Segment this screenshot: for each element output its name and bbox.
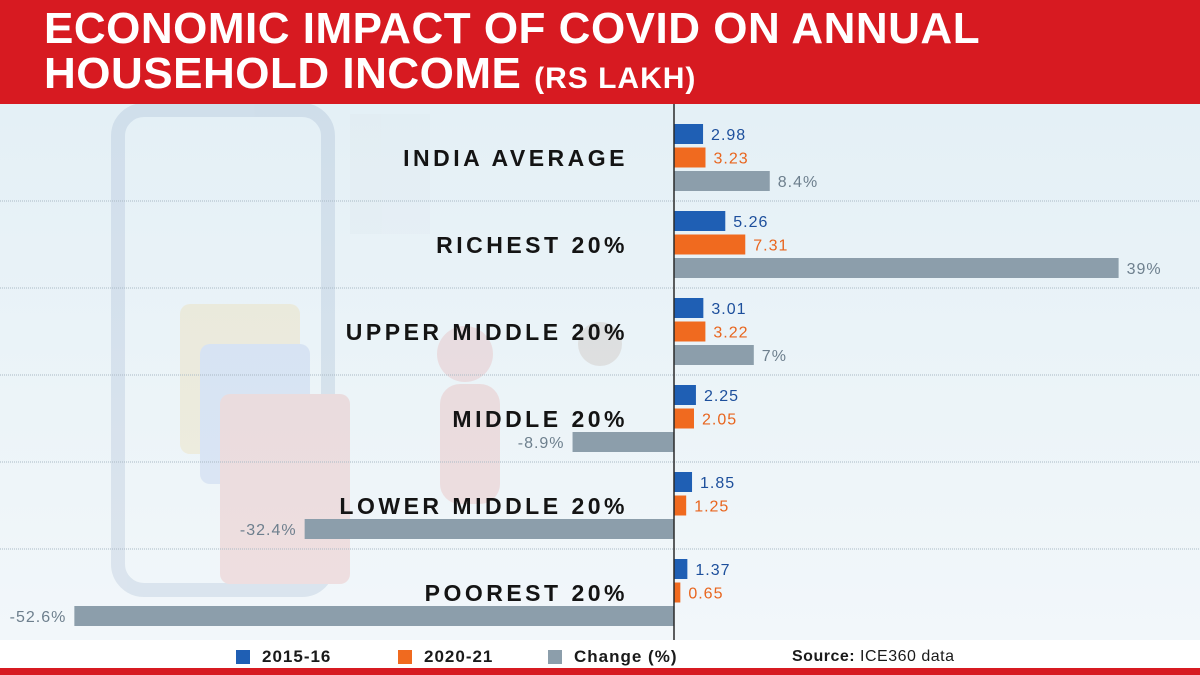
bar-change-lower-middle-20 bbox=[304, 519, 674, 539]
bar-2020-21-lower-middle-20 bbox=[674, 495, 687, 516]
bar-2020-21-poorest-20 bbox=[674, 582, 681, 603]
bar-2015-16-upper-middle-20 bbox=[674, 298, 704, 318]
bar-2015-16-poorest-20 bbox=[674, 559, 688, 579]
value-label-2015-16-upper-middle-20: 3.01 bbox=[711, 301, 746, 318]
value-label-2015-16-middle-20: 2.25 bbox=[704, 388, 739, 405]
header-banner: ECONOMIC IMPACT OF COVID ON ANNUAL HOUSE… bbox=[0, 0, 1200, 104]
category-label-lower-middle-20: LOWER MIDDLE 20% bbox=[339, 493, 628, 519]
bar-change-india-average bbox=[674, 171, 770, 191]
value-label-2020-21-upper-middle-20: 3.22 bbox=[713, 325, 748, 342]
chart-labels: INDIA AVERAGE 2.98 3.23 8.4% RICHEST 20% 5.26… bbox=[10, 127, 1162, 626]
category-label-poorest-20: POOREST 20% bbox=[425, 580, 628, 606]
value-label-2020-21-poorest-20: 0.65 bbox=[688, 586, 723, 603]
title-line-1: ECONOMIC IMPACT OF COVID ON ANNUAL bbox=[44, 4, 981, 53]
legend-label-2020-21: 2020-21 bbox=[424, 647, 494, 666]
bar-2020-21-india-average bbox=[674, 147, 706, 168]
value-label-2015-16-lower-middle-20: 1.85 bbox=[700, 475, 735, 492]
row-dividers bbox=[0, 200, 1200, 550]
value-label-change-upper-middle-20: 7% bbox=[762, 348, 787, 365]
source-prefix: Source: bbox=[792, 648, 856, 665]
bar-2020-21-richest-20 bbox=[674, 234, 746, 255]
value-label-2015-16-india-average: 2.98 bbox=[711, 127, 746, 144]
value-label-2020-21-richest-20: 7.31 bbox=[753, 238, 788, 255]
legend-label-2015-16: 2015-16 bbox=[262, 647, 332, 666]
value-label-change-middle-20: -8.9% bbox=[518, 435, 565, 452]
footer-rule bbox=[0, 668, 1200, 675]
legend-label-change: Change (%) bbox=[574, 647, 678, 666]
source-text: ICE360 data bbox=[860, 648, 955, 665]
legend-item-2020-21: 2020-21 bbox=[398, 646, 493, 668]
bar-change-middle-20 bbox=[572, 432, 674, 452]
category-label-india-average: INDIA AVERAGE bbox=[403, 145, 628, 171]
bar-change-poorest-20 bbox=[74, 606, 675, 626]
bar-2015-16-middle-20 bbox=[674, 385, 696, 405]
bar-change-richest-20 bbox=[674, 258, 1119, 278]
value-label-2020-21-india-average: 3.23 bbox=[713, 151, 748, 168]
category-label-richest-20: RICHEST 20% bbox=[436, 232, 628, 258]
bar-2015-16-lower-middle-20 bbox=[674, 472, 693, 492]
bar-2015-16-india-average bbox=[674, 124, 704, 144]
value-label-2020-21-middle-20: 2.05 bbox=[702, 412, 737, 429]
title-line-2: HOUSEHOLD INCOME bbox=[44, 49, 522, 98]
value-label-2015-16-richest-20: 5.26 bbox=[733, 214, 768, 231]
chart-background bbox=[0, 104, 1200, 640]
source-note: Source: ICE360 data bbox=[792, 646, 954, 668]
title-unit: (RS LAKH) bbox=[534, 62, 697, 95]
legend-swatch-2015-16 bbox=[236, 650, 250, 664]
bar-2020-21-upper-middle-20 bbox=[674, 321, 706, 342]
background-illustration bbox=[111, 104, 622, 597]
value-label-change-india-average: 8.4% bbox=[778, 174, 818, 191]
value-label-2015-16-poorest-20: 1.37 bbox=[695, 562, 730, 579]
chart-title: ECONOMIC IMPACT OF COVID ON ANNUAL HOUSE… bbox=[44, 6, 980, 101]
legend-item-2015-16: 2015-16 bbox=[236, 646, 331, 668]
bar-2020-21-middle-20 bbox=[674, 408, 694, 429]
value-label-change-poorest-20: -52.6% bbox=[10, 609, 67, 626]
category-label-middle-20: MIDDLE 20% bbox=[452, 406, 628, 432]
value-label-2020-21-lower-middle-20: 1.25 bbox=[694, 499, 729, 516]
legend-swatch-change bbox=[548, 650, 562, 664]
category-label-upper-middle-20: UPPER MIDDLE 20% bbox=[346, 319, 628, 345]
legend-item-change: Change (%) bbox=[548, 646, 678, 668]
bar-change-upper-middle-20 bbox=[674, 345, 754, 365]
bar-2015-16-richest-20 bbox=[674, 211, 726, 231]
legend-swatch-2020-21 bbox=[398, 650, 412, 664]
bar-marks bbox=[74, 124, 1119, 626]
value-label-change-richest-20: 39% bbox=[1127, 261, 1162, 278]
value-label-change-lower-middle-20: -32.4% bbox=[240, 522, 297, 539]
bar-chart: INDIA AVERAGE 2.98 3.23 8.4% RICHEST 20% 5.26… bbox=[0, 104, 1200, 640]
